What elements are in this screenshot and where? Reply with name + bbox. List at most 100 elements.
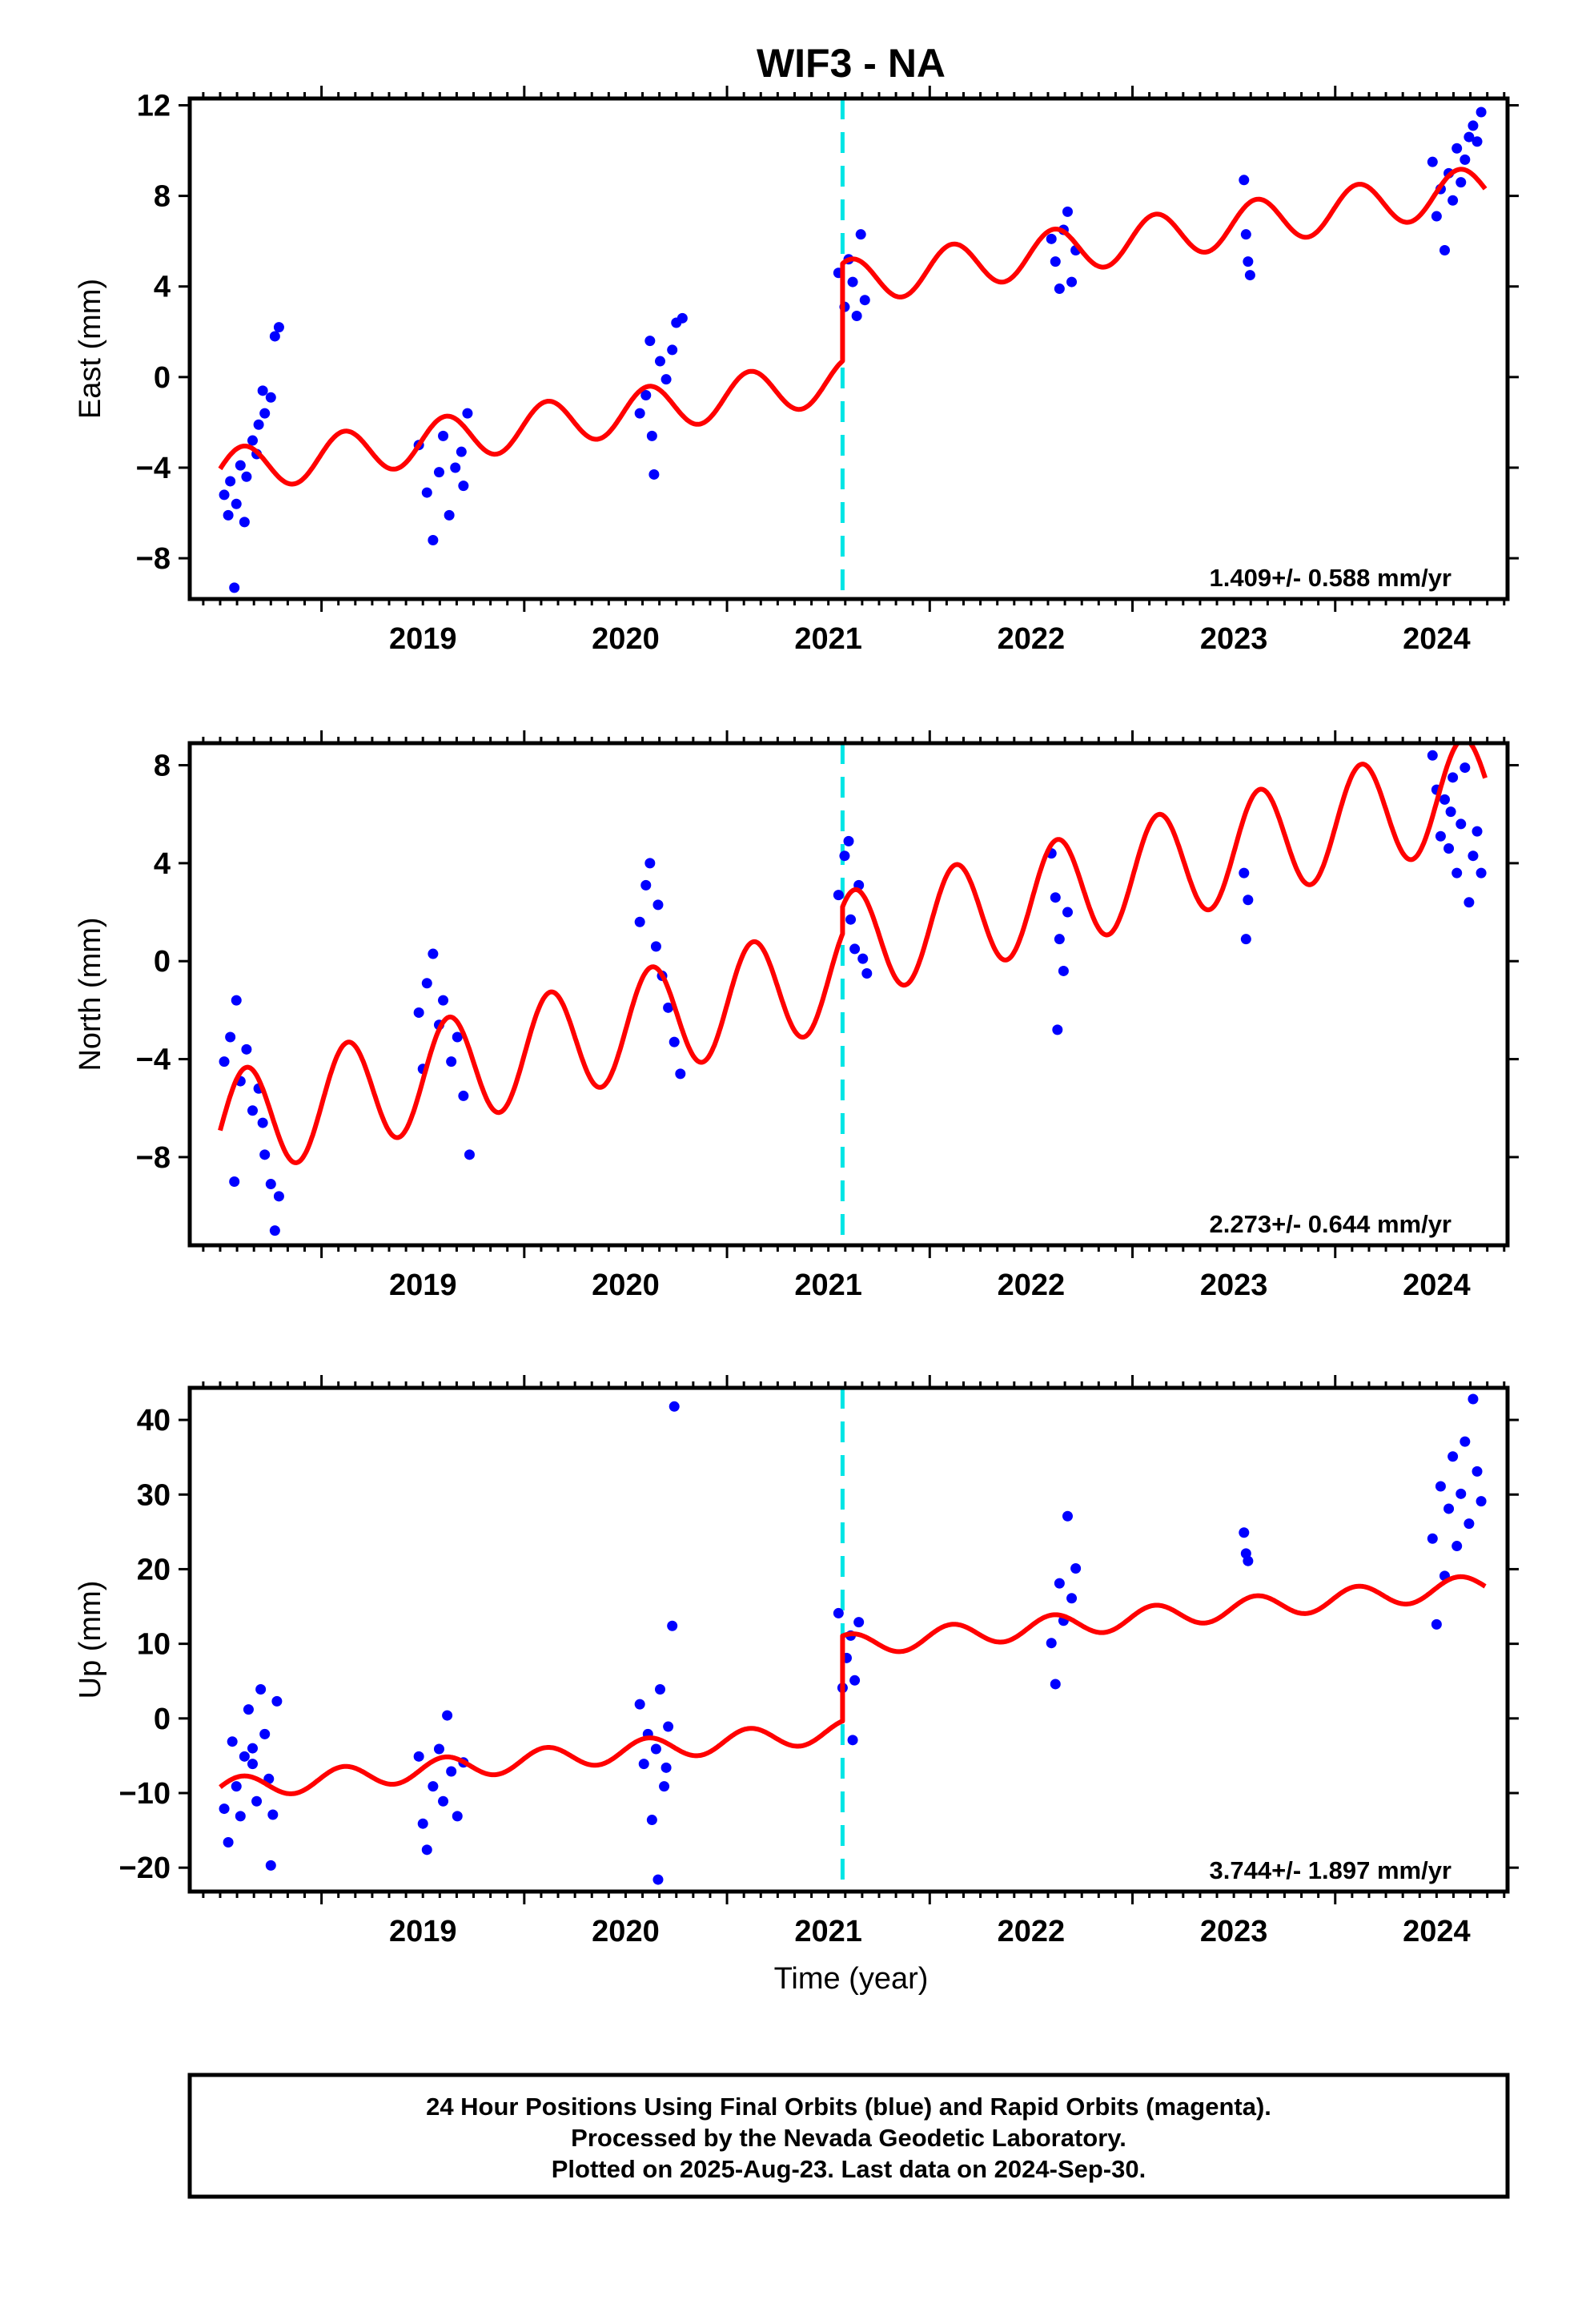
data-point <box>235 1811 246 1822</box>
data-point <box>1472 1466 1483 1477</box>
footer-box: 24 Hour Positions Using Final Orbits (bl… <box>187 2073 1510 2199</box>
data-point <box>849 943 861 955</box>
data-point <box>659 1781 670 1792</box>
data-point <box>421 1844 432 1856</box>
data-point <box>219 1056 230 1068</box>
data-point <box>1445 806 1456 818</box>
data-point <box>669 1036 680 1047</box>
data-point <box>646 430 657 441</box>
data-point <box>1240 229 1251 240</box>
data-point <box>259 1149 271 1160</box>
data-point <box>1054 283 1065 295</box>
data-point <box>669 1401 680 1412</box>
data-point <box>273 1191 284 1202</box>
data-point <box>1050 1679 1061 1690</box>
data-point <box>1054 1578 1065 1589</box>
model-fit-curve <box>218 743 1488 1165</box>
data-point <box>227 1736 238 1747</box>
y-tick-label: 20 <box>137 1553 171 1586</box>
data-point <box>421 487 432 498</box>
data-point <box>265 1860 276 1871</box>
x-tick-label: 2021 <box>794 1269 862 1302</box>
x-tick-label: 2019 <box>389 1269 457 1302</box>
data-point <box>1472 826 1483 837</box>
data-point <box>661 374 672 385</box>
y-tick-label: 12 <box>137 89 171 123</box>
data-point <box>1062 907 1073 918</box>
data-point <box>845 914 857 925</box>
y-tick-label: 4 <box>154 847 171 881</box>
data-point <box>634 916 645 927</box>
data-point <box>267 1809 279 1820</box>
data-point <box>458 480 469 492</box>
data-point <box>239 517 250 528</box>
data-point <box>1468 120 1479 131</box>
data-point <box>1431 211 1442 222</box>
data-point <box>1046 233 1057 244</box>
x-tick-label: 2020 <box>592 1269 660 1302</box>
data-point <box>1431 1618 1442 1630</box>
data-point <box>438 1795 449 1807</box>
data-point <box>1447 1451 1459 1462</box>
data-point <box>851 310 862 321</box>
data-point <box>1460 1436 1471 1447</box>
data-point <box>1452 143 1463 154</box>
data-point <box>663 1002 674 1013</box>
plot-frame <box>187 96 1510 601</box>
footer-line-3: Plotted on 2025-Aug-23. Last data on 202… <box>552 2155 1146 2183</box>
data-point <box>438 995 449 1006</box>
data-point <box>273 322 284 333</box>
data-point <box>247 1105 259 1116</box>
y-axis-label: North (mm) <box>74 917 107 1071</box>
data-point <box>1439 794 1450 805</box>
x-tick-label: 2024 <box>1403 622 1471 656</box>
data-point <box>1050 256 1061 267</box>
data-point <box>833 1607 844 1618</box>
x-tick-label: 2019 <box>389 622 457 656</box>
data-point <box>1066 276 1078 287</box>
data-point <box>667 344 678 356</box>
data-point <box>1070 1563 1082 1574</box>
data-point <box>644 858 656 869</box>
data-point <box>661 1762 672 1773</box>
data-point <box>857 953 869 964</box>
data-point <box>861 968 873 979</box>
data-point <box>644 336 656 347</box>
north-panel: −8 −4 0 4 8 2019 2020 2021 2022 2023 2024 North (mm… <box>74 730 1519 1302</box>
y-tick-label: 10 <box>137 1628 171 1662</box>
data-point <box>1435 830 1446 842</box>
x-tick-label: 2023 <box>1200 622 1268 656</box>
data-point <box>853 1617 865 1628</box>
data-point <box>229 1176 240 1187</box>
data-point <box>1243 895 1254 906</box>
data-point <box>1472 136 1483 147</box>
data-point <box>640 879 652 891</box>
y-tick-label: 4 <box>154 271 171 304</box>
data-point <box>223 509 234 521</box>
data-point <box>452 1811 463 1822</box>
y-tick-label: −4 <box>136 1043 171 1077</box>
up-panel: −20 −10 0 10 20 30 40 2019 2020 2021 2022 2023 2024 U… <box>74 1375 1519 1948</box>
y-tick-label: 0 <box>154 361 171 395</box>
data-point <box>1054 934 1065 945</box>
data-point <box>442 1710 453 1721</box>
x-tick-label: 2024 <box>1403 1915 1471 1948</box>
data-point <box>257 385 268 396</box>
data-point <box>1062 1510 1073 1522</box>
x-axis-label: Time (year) <box>774 1962 929 1996</box>
model-fit-curve <box>218 167 1488 487</box>
y-tick-label: 0 <box>154 945 171 979</box>
data-point <box>640 389 652 400</box>
data-point <box>1443 843 1455 854</box>
data-point <box>231 1781 242 1792</box>
x-tick-label: 2021 <box>794 1915 862 1948</box>
data-point <box>438 430 449 441</box>
data-point <box>1435 1481 1446 1492</box>
data-point <box>677 312 688 324</box>
data-point <box>663 1721 674 1732</box>
data-point <box>255 1683 267 1695</box>
x-tick-label: 2022 <box>998 622 1066 656</box>
data-point <box>417 1818 428 1829</box>
data-point <box>1468 1393 1479 1405</box>
data-point <box>231 498 242 509</box>
